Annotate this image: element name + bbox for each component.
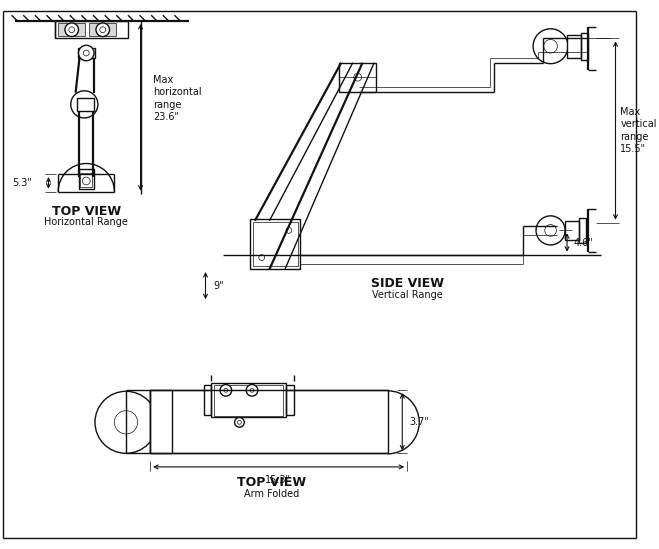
Bar — [150, 390, 171, 453]
Bar — [78, 48, 95, 58]
Circle shape — [545, 225, 556, 236]
Circle shape — [95, 391, 157, 453]
Circle shape — [246, 384, 258, 396]
Circle shape — [65, 23, 78, 37]
Bar — [214, 384, 283, 416]
Circle shape — [235, 417, 244, 427]
Text: TOP VIEW: TOP VIEW — [51, 205, 121, 217]
Circle shape — [80, 99, 89, 109]
Circle shape — [115, 411, 138, 434]
Circle shape — [82, 177, 90, 185]
Bar — [204, 385, 212, 414]
Text: 5.3": 5.3" — [12, 178, 32, 188]
Circle shape — [220, 384, 232, 396]
Text: TOP VIEW: TOP VIEW — [237, 476, 306, 489]
Circle shape — [78, 45, 94, 61]
Text: 9": 9" — [214, 281, 224, 290]
Circle shape — [71, 91, 98, 118]
Bar — [80, 173, 92, 187]
Bar — [286, 385, 294, 414]
Text: SIDE VIEW: SIDE VIEW — [370, 277, 444, 290]
Bar — [581, 32, 588, 60]
Circle shape — [536, 216, 565, 245]
Bar — [567, 35, 581, 58]
Circle shape — [544, 40, 558, 53]
Text: 3.7": 3.7" — [409, 417, 429, 427]
Bar — [253, 222, 298, 266]
Bar — [76, 98, 94, 111]
Bar — [89, 23, 117, 36]
Text: 4.6": 4.6" — [574, 238, 594, 248]
Bar — [579, 218, 587, 243]
Text: Vertical Range: Vertical Range — [372, 290, 442, 300]
Bar — [55, 21, 128, 37]
Circle shape — [96, 23, 109, 37]
Circle shape — [533, 29, 568, 64]
Bar — [150, 390, 387, 453]
Text: Max
horizontal
range
23.6": Max horizontal range 23.6" — [153, 75, 202, 122]
Text: Max
vertical
range
15.5": Max vertical range 15.5" — [620, 107, 657, 154]
Bar — [212, 383, 286, 417]
Bar — [565, 221, 579, 240]
Text: 15.3": 15.3" — [265, 475, 291, 485]
Text: Horizontal Range: Horizontal Range — [44, 217, 129, 227]
Text: Arm Folded: Arm Folded — [244, 489, 299, 499]
Bar — [250, 219, 301, 269]
Bar — [78, 169, 94, 189]
Circle shape — [83, 50, 89, 56]
Bar — [58, 23, 85, 36]
Bar — [339, 63, 376, 92]
